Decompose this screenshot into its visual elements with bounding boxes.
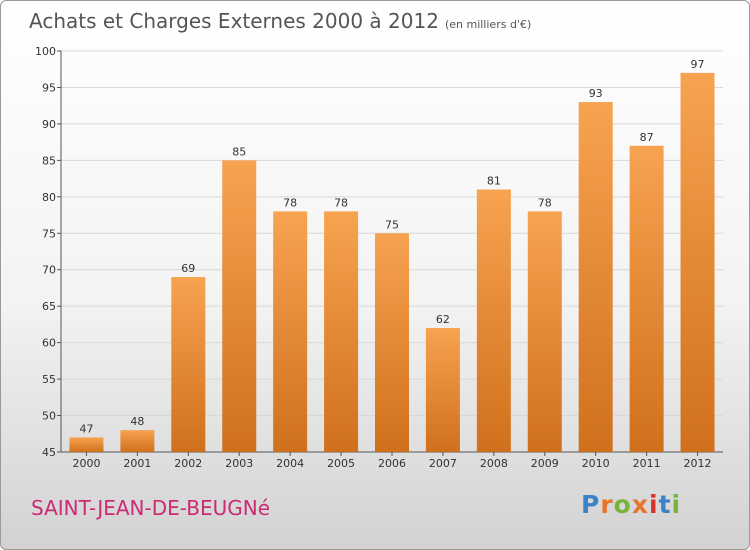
logo-letter: o [613,490,632,519]
bar [375,233,409,452]
bar [273,211,308,452]
bar [476,189,511,452]
bar-value-label: 69 [181,262,195,275]
y-tick-label: 95 [42,81,56,94]
x-tick-label: 2000 [72,457,100,470]
logo-letter: P [581,490,601,519]
logo-letter: r [600,490,614,519]
x-tick-label: 2008 [480,457,508,470]
x-tick-label: 2011 [633,457,661,470]
bar [69,437,104,452]
bar [629,145,664,453]
x-tick-label: 2002 [174,457,202,470]
x-tick-label: 2006 [378,457,406,470]
y-tick-label: 45 [42,446,56,459]
x-tick-label: 2009 [531,457,559,470]
bar-value-label: 78 [283,196,297,209]
bar-value-label: 97 [691,58,705,71]
proxiti-logo: Proxiti [581,490,681,519]
bar [680,72,715,452]
chart-title-block: Achats et Charges Externes 2000 à 2012 (e… [29,9,531,33]
y-tick-label: 65 [42,300,56,313]
y-tick-label: 80 [42,191,56,204]
bar [120,430,155,452]
y-tick-label: 100 [35,45,56,58]
bar-value-label: 48 [130,415,144,428]
logo-letter: t [658,490,672,519]
bar-value-label: 62 [436,313,450,326]
bar [222,160,257,452]
bar [527,211,562,452]
x-tick-label: 2004 [276,457,304,470]
y-tick-label: 60 [42,337,56,350]
bar-value-label: 78 [334,196,348,209]
bar [324,211,359,452]
x-tick-label: 2003 [225,457,253,470]
logo-letter: x [631,490,649,519]
x-tick-label: 2007 [429,457,457,470]
bar-value-label: 81 [487,175,501,188]
bar-value-label: 47 [79,422,93,435]
x-tick-label: 2010 [582,457,610,470]
bar [578,102,613,452]
bar-value-label: 78 [538,196,552,209]
logo-letter: i [671,490,682,519]
location-name: SAINT-JEAN-DE-BEUGNé [31,496,271,520]
bar [171,277,206,452]
y-tick-label: 70 [42,264,56,277]
logo-letter: i [649,490,659,519]
y-tick-label: 50 [42,410,56,423]
bar-value-label: 75 [385,218,399,231]
chart-title: Achats et Charges Externes 2000 à 2012 [29,9,439,33]
x-tick-label: 2001 [123,457,151,470]
chart-unit: (en milliers d'€) [444,18,532,31]
y-tick-label: 55 [42,373,56,386]
y-tick-label: 75 [42,227,56,240]
y-tick-label: 90 [42,118,56,131]
y-tick-label: 85 [42,154,56,167]
bar [425,328,460,452]
x-tick-label: 2012 [684,457,712,470]
bar-value-label: 85 [232,145,246,158]
x-tick-label: 2005 [327,457,355,470]
bar-value-label: 87 [640,131,654,144]
bar-value-label: 93 [589,87,603,100]
